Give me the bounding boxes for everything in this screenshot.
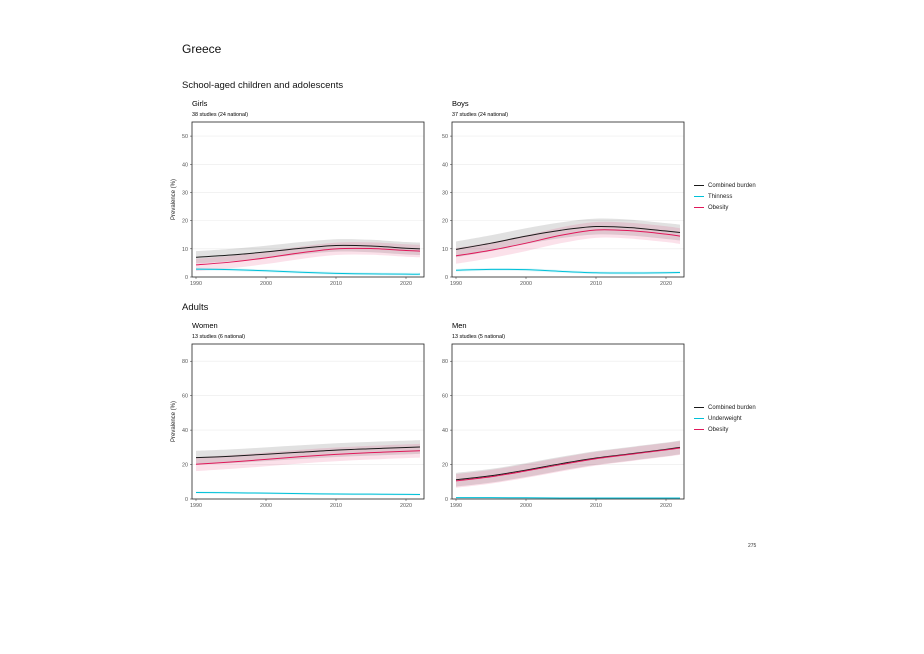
series-line <box>195 244 421 258</box>
x-tick-label: 2010 <box>590 281 602 287</box>
y-tick-label: 60 <box>442 394 448 400</box>
y-tick-label: 10 <box>182 247 188 253</box>
series-line <box>195 268 421 275</box>
x-tick-label: 1990 <box>450 281 462 287</box>
legend-label: Obesity <box>708 204 729 211</box>
y-tick-label: 20 <box>442 463 448 469</box>
legend-key-obesity <box>694 207 704 208</box>
y-axis-label: Prevalence (%) <box>171 401 177 442</box>
x-tick-label: 2020 <box>400 281 412 287</box>
ci-band <box>196 443 420 472</box>
legend-key-obesity <box>694 429 704 430</box>
x-tick-label: 1990 <box>190 503 202 509</box>
panel-title: Girls <box>192 99 208 108</box>
panel-title: Women <box>192 321 218 330</box>
panel-subtitle: 38 studies (24 national) <box>192 112 248 118</box>
legend-item: Combined burden <box>694 180 756 191</box>
legend-item: Obesity <box>694 202 756 213</box>
x-tick-label: 2000 <box>520 503 532 509</box>
y-tick-label: 30 <box>442 190 448 196</box>
ci-band <box>456 221 680 264</box>
panel-title: Boys <box>452 99 469 108</box>
ci-band <box>196 239 420 264</box>
x-tick-label: 2010 <box>330 281 342 287</box>
y-tick-label: 40 <box>442 162 448 168</box>
legend-item: Underweight <box>694 413 756 424</box>
series-line <box>195 450 421 465</box>
legend-item: Combined burden <box>694 402 756 413</box>
ci-band <box>456 218 680 258</box>
y-tick-label: 40 <box>182 162 188 168</box>
x-tick-label: 2020 <box>400 503 412 509</box>
panel-title: Men <box>452 321 467 330</box>
legend-key-underweight <box>694 418 704 419</box>
legend-label: Underweight <box>708 415 742 422</box>
x-tick-label: 2010 <box>330 503 342 509</box>
y-tick-label: 50 <box>442 134 448 140</box>
y-tick-label: 50 <box>182 134 188 140</box>
y-tick-label: 0 <box>185 275 188 281</box>
legend-label: Combined burden <box>708 404 756 411</box>
y-tick-label: 80 <box>182 359 188 365</box>
ci-band <box>196 242 420 272</box>
panel-subtitle: 37 studies (24 national) <box>452 112 508 118</box>
plot-frame <box>191 121 425 278</box>
panel-subtitle: 13 studies (5 national) <box>452 334 505 340</box>
x-tick-label: 2000 <box>520 281 532 287</box>
x-tick-label: 1990 <box>190 281 202 287</box>
y-tick-label: 40 <box>442 428 448 434</box>
page-number: 275 <box>748 543 757 549</box>
legend-key-combined <box>694 185 704 186</box>
legend-label: Thinness <box>708 193 733 200</box>
section-title-adults: Adults <box>182 302 209 313</box>
series-line <box>195 446 421 459</box>
y-tick-label: 60 <box>182 394 188 400</box>
y-axis-label: Prevalence (%) <box>171 179 177 220</box>
x-tick-label: 2020 <box>660 503 672 509</box>
series-line <box>195 247 421 266</box>
ci-band <box>196 440 420 465</box>
x-tick-label: 2020 <box>660 281 672 287</box>
legend-children: Combined burden Thinness Obesity <box>694 180 756 213</box>
y-tick-label: 10 <box>442 247 448 253</box>
chart-girls: Girls 38 studies (24 national) 0 10 20 30 40 50… <box>171 99 425 287</box>
legend-label: Obesity <box>708 426 729 433</box>
y-tick-label: 0 <box>445 275 448 281</box>
chart-boys: Boys 37 studies (24 national) 0 10 20 30 40 50 1… <box>442 99 685 287</box>
y-tick-label: 20 <box>182 463 188 469</box>
section-title-children: School-aged children and adolescents <box>182 80 344 91</box>
y-tick-label: 0 <box>185 497 188 503</box>
x-tick-label: 2010 <box>590 503 602 509</box>
legend-item: Obesity <box>694 424 756 435</box>
y-tick-label: 80 <box>442 359 448 365</box>
chart-women: Women 13 studies (6 national) 0 20 40 60 80 199… <box>171 321 425 509</box>
y-tick-label: 20 <box>442 219 448 225</box>
panel-subtitle: 13 studies (6 national) <box>192 334 245 340</box>
legend-item: Thinness <box>694 191 756 202</box>
y-tick-label: 20 <box>182 219 188 225</box>
plot-frame <box>191 343 425 500</box>
legend-key-combined <box>694 407 704 408</box>
legend-adults: Combined burden Underweight Obesity <box>694 402 756 435</box>
plot-frame <box>451 121 685 278</box>
series-line <box>455 446 681 481</box>
x-tick-label: 2000 <box>260 503 272 509</box>
legend-label: Combined burden <box>708 182 756 189</box>
series-line <box>455 229 681 257</box>
chart-men: Men 13 studies (5 national) 0 20 40 60 80 1990 2… <box>442 321 685 509</box>
y-tick-label: 30 <box>182 190 188 196</box>
series-line <box>455 225 681 250</box>
series-line <box>455 447 681 482</box>
country-title: Greece <box>182 42 222 56</box>
series-line <box>455 268 681 274</box>
x-tick-label: 1990 <box>450 503 462 509</box>
series-line <box>195 491 421 496</box>
plot-frame <box>451 343 685 500</box>
y-tick-label: 0 <box>445 497 448 503</box>
x-tick-label: 2000 <box>260 281 272 287</box>
y-tick-label: 40 <box>182 428 188 434</box>
ci-band <box>456 441 680 488</box>
legend-key-thinness <box>694 196 704 197</box>
